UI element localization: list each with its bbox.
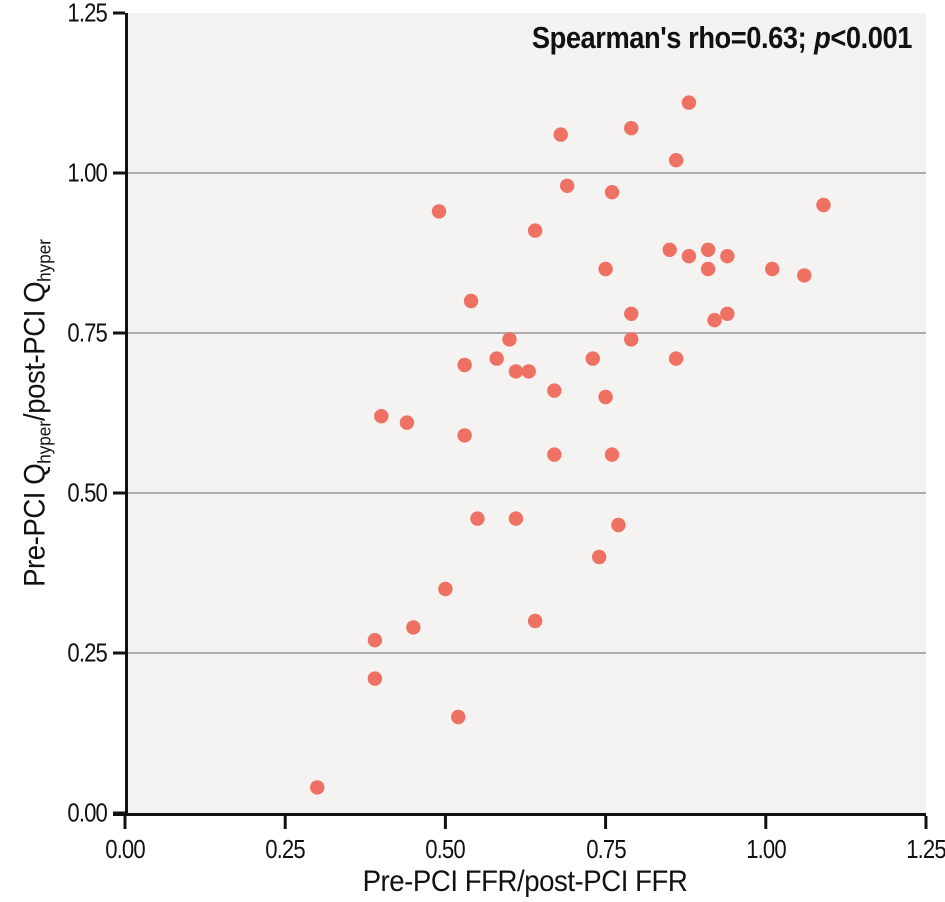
data-point [508, 364, 524, 379]
x-tick-label: 0.25 [265, 834, 305, 864]
data-point [489, 351, 504, 366]
data-point [585, 351, 600, 366]
x-tick-label: 0.75 [585, 834, 626, 864]
plot-background [125, 13, 926, 813]
y-tick-label: 0.00 [67, 797, 107, 828]
data-point [457, 428, 472, 443]
data-point [700, 261, 716, 277]
y-axis-title: Pre-PCI Qhyper/post-PCI Qhyper [19, 239, 56, 587]
data-point [707, 313, 722, 328]
data-point [604, 185, 620, 200]
annotation-text-after: <0.001 [830, 20, 912, 55]
data-point [598, 261, 613, 277]
data-point [797, 268, 812, 283]
y-title-sub2: hyper [33, 239, 55, 282]
y-title-part2: /post-PCI Q [18, 281, 52, 421]
data-point [662, 242, 677, 257]
y-tick-label: 0.50 [67, 477, 107, 508]
annotation-p-symbol: p [814, 20, 831, 55]
correlation-annotation: Spearman's rho=0.63; p<0.001 [531, 20, 913, 56]
data-point [508, 511, 524, 526]
x-tick-label: 1.00 [745, 834, 786, 864]
data-point [438, 581, 453, 597]
data-point [527, 223, 543, 238]
data-point [463, 293, 479, 309]
data-point [624, 306, 639, 321]
x-tick-label: 0.00 [105, 834, 145, 864]
y-title-sub1: hyper [33, 420, 55, 464]
data-point [668, 351, 684, 366]
data-point [547, 383, 562, 398]
y-title-part1: Pre-PCI Q [18, 463, 52, 587]
data-point [598, 389, 613, 405]
data-point [681, 249, 697, 264]
y-tick-label: 1.25 [67, 0, 107, 28]
data-point [591, 549, 607, 565]
y-tick-label: 1.00 [67, 157, 107, 188]
data-point [431, 204, 447, 219]
data-point [547, 447, 562, 462]
data-point [374, 409, 389, 424]
data-point [367, 671, 383, 686]
data-point [668, 153, 684, 168]
data-point [681, 95, 697, 110]
data-point [720, 306, 735, 321]
data-point [502, 332, 517, 347]
data-point [604, 447, 620, 462]
data-point [367, 633, 383, 648]
data-point [624, 332, 639, 347]
x-tick-label: 1.25 [906, 834, 945, 864]
y-tick-label: 0.75 [67, 317, 107, 348]
data-point [399, 415, 415, 430]
data-point [559, 178, 575, 193]
data-point [451, 709, 466, 725]
data-point [765, 261, 780, 277]
y-tick-label: 0.25 [67, 637, 107, 668]
data-point [553, 127, 568, 142]
data-point [470, 511, 485, 526]
annotation-text-before: Spearman's rho=0.63; [531, 20, 807, 55]
x-axis-title: Pre-PCI FFR/post-PCI FFR [362, 865, 688, 898]
data-point [521, 364, 536, 379]
data-point [816, 197, 831, 213]
data-point [611, 517, 626, 533]
data-point [527, 613, 543, 629]
data-point [720, 249, 735, 264]
data-point [700, 242, 716, 257]
data-point [624, 121, 639, 136]
x-tick-label: 0.50 [425, 834, 466, 864]
data-point [406, 620, 421, 635]
data-point [310, 780, 325, 795]
data-point [457, 357, 472, 373]
